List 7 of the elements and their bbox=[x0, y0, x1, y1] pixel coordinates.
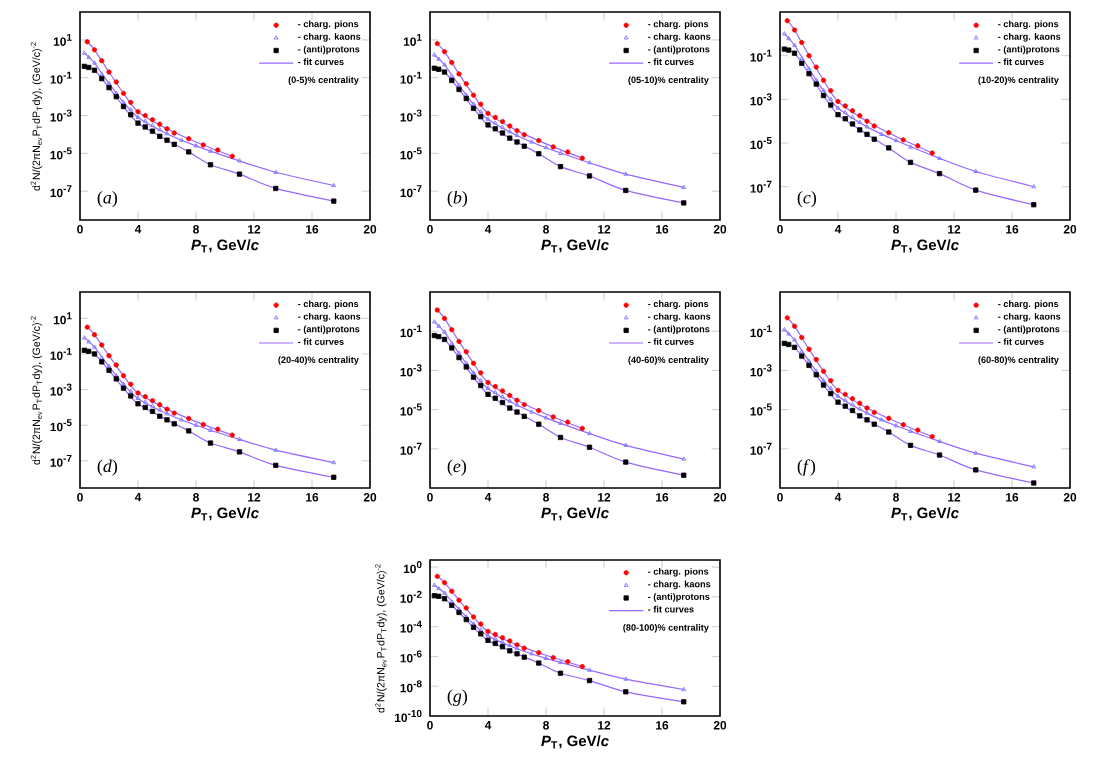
annotation: (e) bbox=[447, 459, 467, 476]
annotation: (b) bbox=[447, 190, 468, 208]
annotation: (f) bbox=[797, 459, 816, 476]
annotation: (c) bbox=[797, 190, 817, 208]
annotation: (d) bbox=[97, 459, 118, 476]
annotation: (g) bbox=[447, 689, 468, 706]
annotation: (a) bbox=[97, 190, 118, 208]
